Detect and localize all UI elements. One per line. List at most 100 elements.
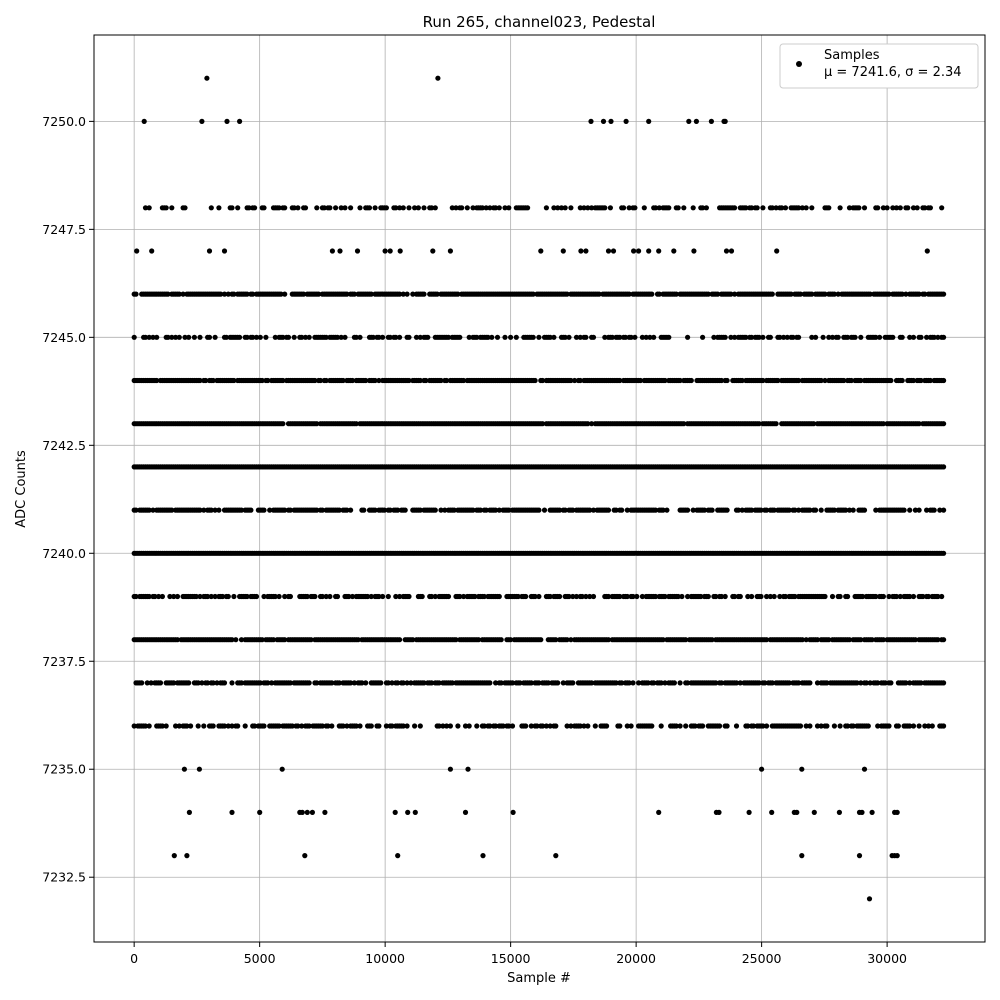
data-point (860, 593, 866, 600)
data-point (562, 507, 568, 513)
data-point (762, 680, 768, 686)
data-point (910, 723, 917, 729)
data-point (764, 593, 770, 600)
data-point (713, 680, 719, 686)
data-point (573, 593, 580, 600)
data-point (436, 680, 442, 686)
data-point (312, 377, 318, 384)
data-point (656, 248, 662, 254)
data-point (348, 680, 354, 686)
data-point (845, 593, 851, 600)
data-point (813, 334, 819, 340)
data-point (617, 377, 623, 384)
data-point (893, 205, 900, 211)
data-point (502, 205, 508, 211)
data-point (836, 809, 843, 816)
data-point (607, 205, 614, 211)
data-point (605, 248, 612, 254)
data-point (605, 507, 612, 513)
y-tick-label: 7250.0 (42, 114, 86, 129)
data-point (538, 248, 544, 254)
data-point (176, 291, 182, 297)
data-point (845, 723, 851, 729)
data-point (756, 680, 762, 686)
data-point (449, 205, 455, 211)
data-point (733, 680, 740, 686)
data-point (613, 680, 619, 686)
data-point (435, 75, 441, 81)
data-point (413, 334, 420, 340)
data-point (786, 680, 792, 686)
data-point (257, 680, 263, 686)
data-point (235, 205, 241, 211)
data-point (602, 334, 608, 340)
data-point (169, 205, 175, 211)
data-point (737, 593, 743, 600)
data-point (622, 334, 629, 340)
data-point (777, 334, 783, 340)
legend: Samples μ = 7241.6, σ = 2.34 (779, 43, 979, 89)
data-point (564, 723, 570, 729)
data-point (304, 593, 310, 600)
data-point (229, 637, 235, 643)
data-point (134, 248, 140, 254)
data-point (643, 334, 649, 340)
data-point (875, 680, 881, 686)
data-point (496, 205, 502, 211)
data-point (261, 593, 267, 600)
data-point (340, 723, 346, 729)
data-point (920, 593, 926, 600)
data-point (685, 680, 691, 686)
data-point (205, 593, 211, 600)
data-point (387, 334, 393, 340)
data-point (540, 421, 546, 427)
data-point (803, 723, 809, 729)
data-point (461, 377, 467, 384)
data-point (225, 291, 231, 297)
data-point (619, 507, 625, 513)
data-point (342, 334, 348, 340)
data-point (493, 205, 499, 211)
data-point (890, 205, 896, 211)
data-point (577, 334, 583, 340)
data-point (553, 853, 559, 859)
data-point (722, 118, 728, 124)
data-point (417, 723, 423, 729)
data-point (570, 507, 576, 513)
data-point (829, 334, 836, 340)
data-point (269, 680, 275, 686)
data-point (628, 723, 634, 729)
data-point (677, 377, 683, 384)
data-point (528, 680, 534, 686)
data-point (299, 723, 305, 729)
data-point (649, 723, 655, 729)
data-point (781, 334, 787, 340)
data-point (692, 723, 698, 729)
data-point (924, 248, 930, 254)
data-point (861, 205, 868, 211)
data-point (506, 205, 512, 211)
data-point (538, 637, 544, 643)
data-point (530, 334, 536, 340)
data-point (583, 593, 589, 600)
data-point (760, 377, 766, 384)
data-point (822, 291, 828, 297)
data-point (852, 334, 858, 340)
data-point (803, 637, 809, 643)
data-point (907, 334, 913, 340)
data-point (796, 507, 802, 513)
data-point (922, 205, 928, 211)
data-point (461, 593, 467, 600)
data-point (799, 205, 806, 211)
data-point (837, 723, 843, 729)
data-point (935, 637, 941, 643)
data-point (133, 507, 139, 513)
data-point (858, 377, 864, 384)
data-point (355, 637, 361, 643)
data-point (540, 723, 546, 729)
legend-label: Samples (824, 48, 880, 63)
data-point (826, 205, 832, 211)
data-point (513, 334, 519, 340)
data-point (551, 334, 557, 340)
data-point (916, 723, 922, 729)
